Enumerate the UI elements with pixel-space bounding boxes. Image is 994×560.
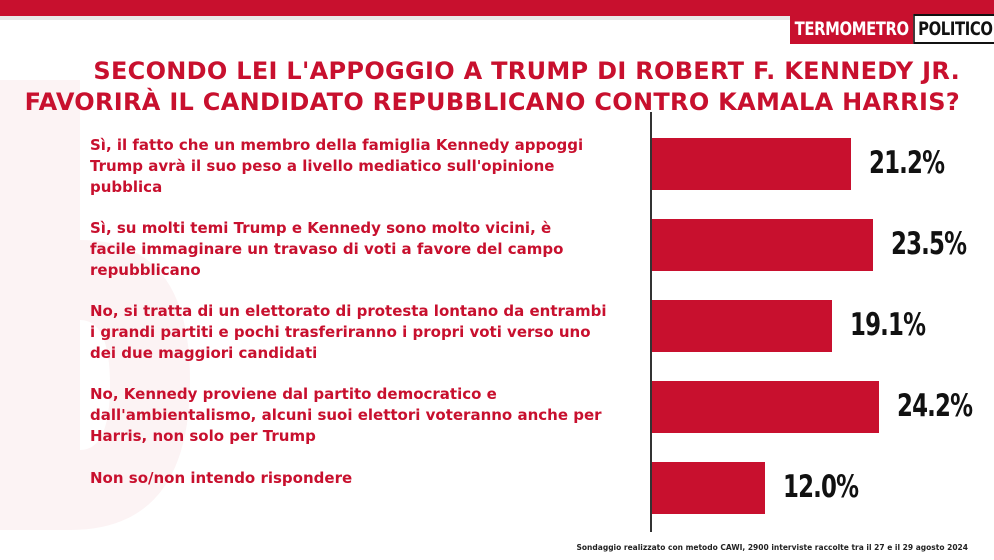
category-label-line: dei due maggiori candidati — [90, 344, 318, 362]
category-label-line: Trump avrà il suo peso a livello mediati… — [90, 157, 555, 175]
logo-text-termometro: TERMOMETRO — [790, 14, 914, 44]
category-label: No, Kennedy proviene dal partito democra… — [90, 384, 650, 447]
category-label-line: Harris, non solo per Trump — [90, 427, 316, 445]
bar-value-label: 19.1% — [849, 307, 926, 343]
bar — [652, 381, 880, 433]
bar-value-label: 23.5% — [890, 226, 967, 262]
bar-value-label: 21.2% — [869, 145, 945, 181]
category-label: Sì, su molti temi Trump e Kennedy sono m… — [90, 218, 650, 281]
category-label-line: facile immaginare un travaso di voti a f… — [90, 240, 564, 258]
category-label: No, si tratta di un elettorato di protes… — [90, 301, 650, 364]
background-watermark — [0, 80, 190, 530]
chart-title: SECONDO LEI L'APPOGGIO A TRUMP DI ROBERT… — [20, 56, 960, 118]
y-axis-line — [650, 112, 652, 532]
title-line-2: FAVORIRÀ IL CANDIDATO REPUBBLICANO CONTR… — [24, 88, 960, 116]
bar-value-label: 12.0% — [782, 469, 859, 505]
category-label: Non so/non intendo rispondere — [90, 468, 650, 489]
bar — [652, 300, 832, 352]
category-label-line: i grandi partiti e pochi trasferiranno i… — [90, 323, 591, 341]
logo-text-politico: POLITICO — [913, 14, 994, 44]
bar — [652, 462, 765, 514]
category-label-line: pubblica — [90, 178, 163, 196]
category-label-line: repubblicano — [90, 261, 201, 279]
bar-value-label: 24.2% — [897, 388, 973, 424]
category-label-line: No, si tratta di un elettorato di protes… — [90, 302, 607, 320]
category-label-line: Sì, il fatto che un membro della famigli… — [90, 136, 584, 154]
termometro-politico-logo: TERMOMETRO POLITICO — [790, 14, 994, 44]
top-red-bar — [0, 0, 994, 16]
category-label-line: Non so/non intendo rispondere — [90, 469, 353, 487]
survey-footnote: Sondaggio realizzato con metodo CAWI, 29… — [576, 543, 969, 552]
bar — [652, 138, 852, 190]
top-bar-shadow — [0, 16, 994, 20]
title-line-1: SECONDO LEI L'APPOGGIO A TRUMP DI ROBERT… — [93, 57, 960, 85]
category-label-line: No, Kennedy proviene dal partito democra… — [90, 385, 497, 403]
category-label-line: Sì, su molti temi Trump e Kennedy sono m… — [90, 219, 552, 237]
category-label: Sì, il fatto che un membro della famigli… — [90, 135, 650, 198]
bar — [652, 219, 873, 271]
category-label-line: dall'ambientalismo, alcuni suoi elettori… — [90, 406, 602, 424]
